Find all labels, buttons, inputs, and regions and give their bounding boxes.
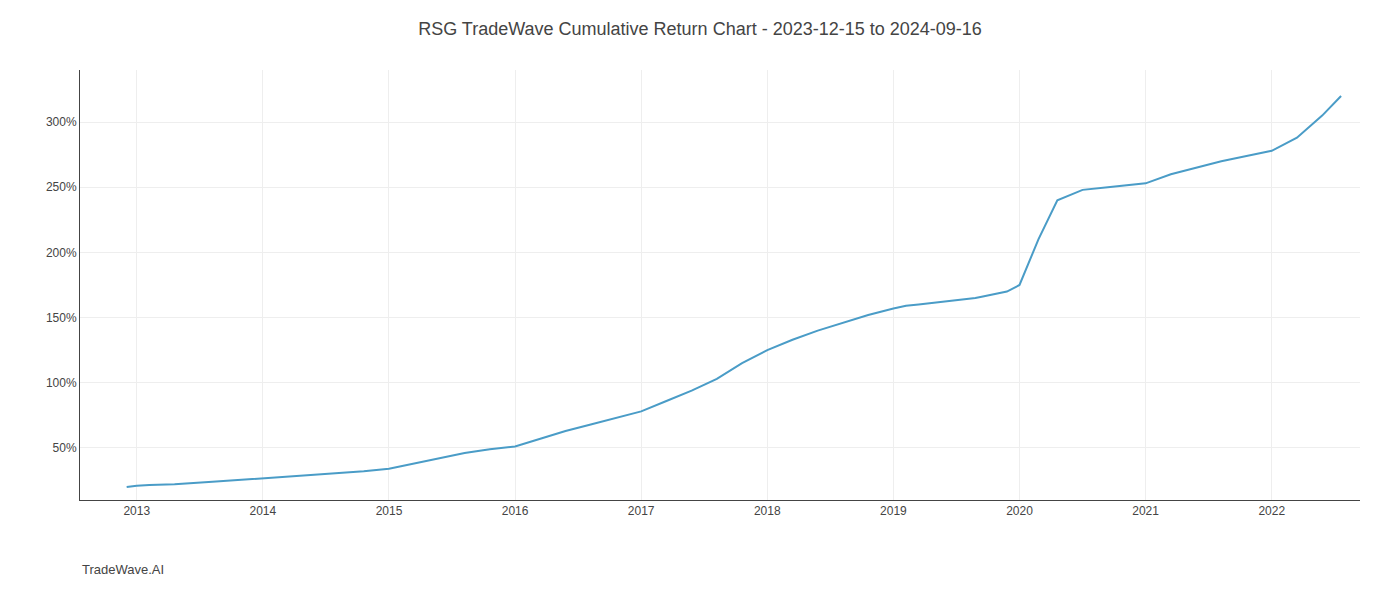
svg-text:2021: 2021: [1132, 504, 1159, 518]
svg-text:50%: 50%: [53, 441, 77, 455]
svg-text:150%: 150%: [46, 311, 77, 325]
svg-text:250%: 250%: [46, 180, 77, 194]
svg-text:2014: 2014: [250, 504, 277, 518]
svg-text:2020: 2020: [1006, 504, 1033, 518]
svg-text:2022: 2022: [1258, 504, 1285, 518]
svg-text:2018: 2018: [754, 504, 781, 518]
svg-text:2015: 2015: [376, 504, 403, 518]
svg-text:2019: 2019: [880, 504, 907, 518]
svg-text:2013: 2013: [123, 504, 150, 518]
svg-text:2016: 2016: [502, 504, 529, 518]
svg-text:RSG TradeWave Cumulative Retur: RSG TradeWave Cumulative Return Chart - …: [418, 19, 982, 39]
svg-text:TradeWave.AI: TradeWave.AI: [82, 562, 164, 577]
svg-text:100%: 100%: [46, 376, 77, 390]
svg-text:300%: 300%: [46, 115, 77, 129]
svg-text:2017: 2017: [628, 504, 655, 518]
svg-text:200%: 200%: [46, 246, 77, 260]
